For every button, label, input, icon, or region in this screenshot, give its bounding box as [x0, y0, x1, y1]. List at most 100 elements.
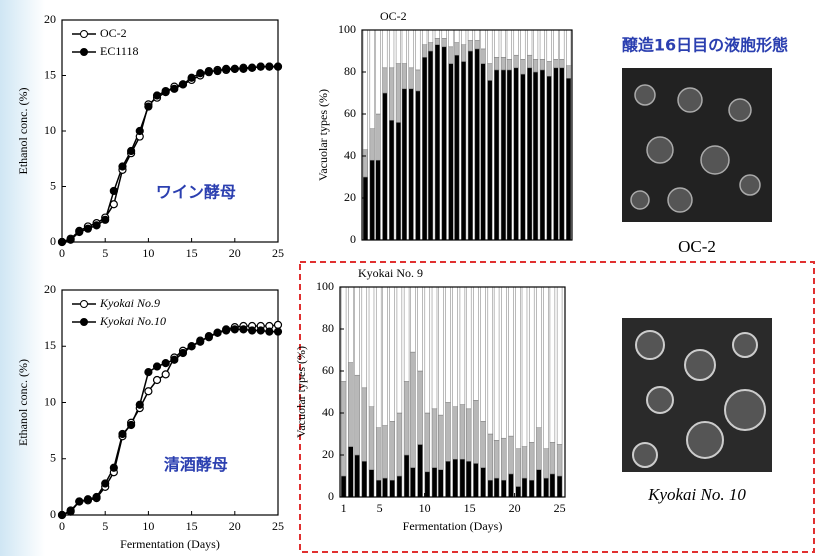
bar-segment — [521, 74, 526, 240]
bar-segment — [488, 434, 493, 480]
data-point — [162, 360, 169, 367]
bar-segment — [370, 30, 375, 129]
bar-segment — [460, 287, 465, 405]
bar-segment — [466, 461, 471, 497]
bar-segment — [473, 287, 478, 400]
data-point — [257, 327, 264, 334]
bar-segment — [363, 150, 368, 177]
bar-segment — [473, 400, 478, 463]
bar-segment — [409, 89, 414, 240]
bar-segment — [533, 72, 538, 240]
image-title: 醸造16日目の液胞形態 — [622, 36, 788, 55]
y-tick-label: 40 — [344, 148, 356, 162]
bar-segment — [516, 287, 521, 449]
bar-segment — [514, 68, 519, 240]
bar-segment — [468, 51, 473, 240]
figure: 醸造16日目の液胞形態 OC-2 Kyokai No. 10 051015200… — [0, 0, 817, 556]
bar-segment — [529, 480, 534, 497]
bar-segment — [449, 30, 454, 47]
bar-segment — [547, 30, 552, 62]
bar-segment — [432, 409, 437, 468]
data-point — [249, 64, 256, 71]
bar-segment — [522, 447, 527, 479]
bar-segment — [402, 89, 407, 240]
bar-segment — [501, 57, 506, 70]
y-tick-label: 5 — [50, 451, 56, 465]
y-tick-label: 100 — [338, 22, 356, 36]
y-tick-label: 100 — [316, 279, 334, 293]
series-line — [62, 325, 278, 515]
bar-segment — [410, 287, 415, 352]
bar-segment — [494, 30, 499, 57]
bar-segment — [446, 403, 451, 462]
data-point — [231, 326, 238, 333]
bar-segment — [397, 413, 402, 476]
data-point — [257, 63, 264, 70]
bar-segment — [449, 47, 454, 64]
data-point — [275, 321, 282, 328]
bar-segment — [410, 352, 415, 468]
data-point — [110, 464, 117, 471]
bar-segment — [453, 459, 458, 497]
bar-segment — [370, 129, 375, 161]
y-tick-label: 20 — [344, 190, 356, 204]
bar-segment — [402, 30, 407, 64]
data-point — [249, 327, 256, 334]
bar-segment — [527, 68, 532, 240]
bar-segment — [363, 30, 368, 150]
data-point — [93, 494, 100, 501]
bar-segment — [410, 468, 415, 497]
y-tick-label: 20 — [44, 282, 56, 296]
y-tick-label: 40 — [322, 405, 334, 419]
bar-segment — [554, 59, 559, 67]
bar-segment — [390, 480, 395, 497]
bar-segment — [397, 476, 402, 497]
bar-segment — [540, 30, 545, 59]
data-point — [93, 222, 100, 229]
data-point — [110, 201, 117, 208]
y-tick-label: 5 — [50, 178, 56, 192]
image-caption: OC-2 — [678, 237, 716, 256]
bar-segment — [509, 436, 514, 474]
bar-segment — [432, 468, 437, 497]
data-point — [197, 338, 204, 345]
bar-segment — [389, 30, 394, 68]
bar-segment — [481, 468, 486, 497]
bar-segment — [369, 287, 374, 407]
bar-segment — [533, 59, 538, 72]
bar-segment — [383, 30, 388, 68]
data-point — [128, 147, 135, 154]
bar-segment — [389, 68, 394, 121]
y-axis-label: Ethanol conc. (%) — [16, 359, 30, 446]
data-point — [188, 74, 195, 81]
annotation: 清酒酵母 — [164, 455, 228, 474]
data-point — [266, 328, 273, 335]
bar-segment — [376, 428, 381, 481]
bar-segment — [416, 70, 421, 91]
data-point — [179, 350, 186, 357]
bar-segment — [383, 287, 388, 426]
bar-segment — [442, 30, 447, 38]
bar-segment — [425, 472, 430, 497]
y-axis-label: Vacuolar types (%) — [316, 89, 330, 181]
bar-segment — [348, 363, 353, 447]
y-axis-label: Vacuolar types (%) — [294, 346, 308, 438]
bar-segment — [435, 38, 440, 44]
bar-segment — [522, 478, 527, 497]
legend-marker — [81, 49, 88, 56]
bar-segment — [355, 455, 360, 497]
bar-segment — [389, 120, 394, 240]
y-tick-label: 0 — [328, 489, 334, 503]
bar-segment — [540, 70, 545, 240]
x-tick-label: 20 — [509, 501, 521, 515]
bar-segment — [363, 177, 368, 240]
bar-segment — [533, 30, 538, 59]
data-point — [266, 63, 273, 70]
bar-segment — [422, 45, 427, 58]
bar-segment — [494, 478, 499, 497]
y-tick-label: 20 — [322, 447, 334, 461]
bar-segment — [418, 287, 423, 371]
data-point — [240, 65, 247, 72]
y-tick-label: 0 — [50, 507, 56, 521]
bar-segment — [494, 287, 499, 440]
